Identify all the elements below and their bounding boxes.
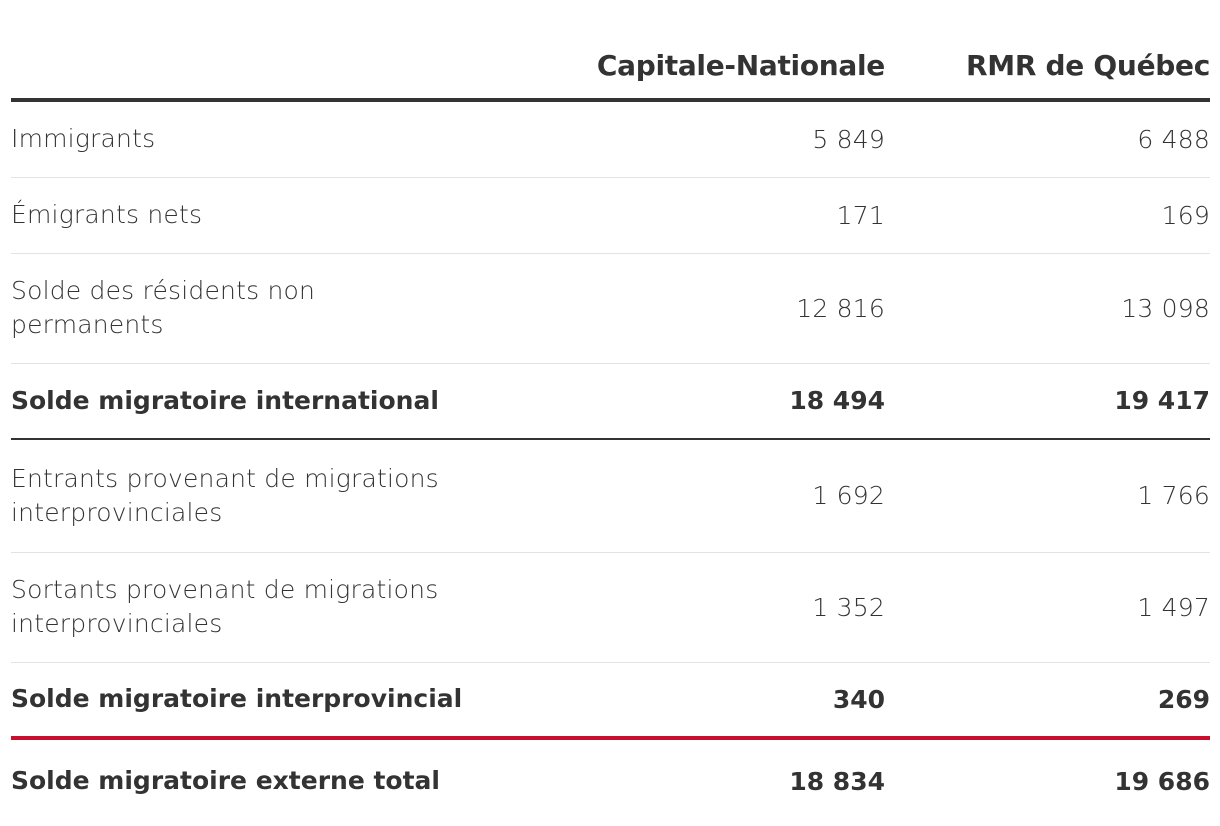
row-label-text: Solde migratoire international xyxy=(11,385,439,415)
cell-rmr-quebec: 6 488 xyxy=(885,100,1210,178)
row-label-text: Sortants provenant de migrations interpr… xyxy=(11,575,439,638)
cell-capitale-nationale: 18 834 xyxy=(789,766,885,796)
row-label: Solde migratoire international xyxy=(11,363,581,440)
table-row: Émigrants nets 171 169 xyxy=(11,177,1210,254)
row-label-text: Émigrants nets xyxy=(11,200,203,229)
total-row: Solde migratoire externe total 18 834 19… xyxy=(11,738,1210,822)
table-header: Capitale-Nationale RMR de Québec xyxy=(11,0,1210,102)
table-row: Sortants provenant de migrations interpr… xyxy=(11,552,1210,663)
subtotal-row-interprovincial: Solde migratoire interprovincial 340 269 xyxy=(11,662,1210,740)
row-label: Émigrants nets xyxy=(11,177,581,254)
cell-capitale-nationale: 171 xyxy=(581,177,885,254)
cell-rmr-quebec: 269 xyxy=(885,662,1210,740)
column-header-label xyxy=(11,0,581,102)
row-label: Sortants provenant de migrations interpr… xyxy=(11,552,581,663)
table-body: Immigrants 5 849 6 488 Émigrants nets 17… xyxy=(11,100,1210,822)
migration-table-container: Capitale-Nationale RMR de Québec Immigra… xyxy=(11,0,1210,822)
table-row: Immigrants 5 849 6 488 xyxy=(11,100,1210,178)
cell-rmr-quebec: 1 497 xyxy=(885,552,1210,663)
row-label: Immigrants xyxy=(11,100,581,178)
row-label-text: Solde migratoire externe total xyxy=(11,766,440,795)
cell-capitale-nationale: 18 494 xyxy=(581,363,885,440)
cell-rmr-quebec: 13 098 xyxy=(885,253,1210,364)
row-label-text: Entrants provenant de migrations interpr… xyxy=(11,463,439,527)
column-header-capitale-nationale: Capitale-Nationale xyxy=(581,0,885,102)
migration-table: Capitale-Nationale RMR de Québec Immigra… xyxy=(11,0,1210,822)
row-label: Solde migratoire interprovincial xyxy=(11,662,581,740)
cell-rmr-quebec: 19 686 xyxy=(1114,766,1210,796)
cell-rmr-quebec: 169 xyxy=(885,177,1210,254)
cell-capitale-nationale: 340 xyxy=(581,662,885,740)
table-row: Entrants provenant de migrations interpr… xyxy=(11,439,1210,553)
row-label-text: Immigrants xyxy=(11,124,156,154)
column-header-rmr-quebec: RMR de Québec xyxy=(885,0,1210,102)
row-label-text: Solde des résidents non permanents xyxy=(11,276,316,339)
row-label: Entrants provenant de migrations interpr… xyxy=(11,439,581,553)
cell-capitale-nationale: 1 692 xyxy=(581,439,885,553)
cell-capitale-nationale: 1 352 xyxy=(581,552,885,663)
table-row: Solde des résidents non permanents 12 81… xyxy=(11,253,1210,364)
header-row: Capitale-Nationale RMR de Québec xyxy=(11,0,1210,102)
row-label: Solde migratoire externe total xyxy=(11,738,581,822)
cell-capitale-nationale: 5 849 xyxy=(581,100,885,178)
row-label-text: Solde migratoire interprovincial xyxy=(11,684,463,714)
cell-rmr-quebec: 1 766 xyxy=(885,439,1210,553)
row-label: Solde des résidents non permanents xyxy=(11,253,581,364)
subtotal-row-international: Solde migratoire international 18 494 19… xyxy=(11,363,1210,440)
cell-rmr-quebec: 19 417 xyxy=(885,363,1210,440)
cell-capitale-nationale: 12 816 xyxy=(581,253,885,364)
